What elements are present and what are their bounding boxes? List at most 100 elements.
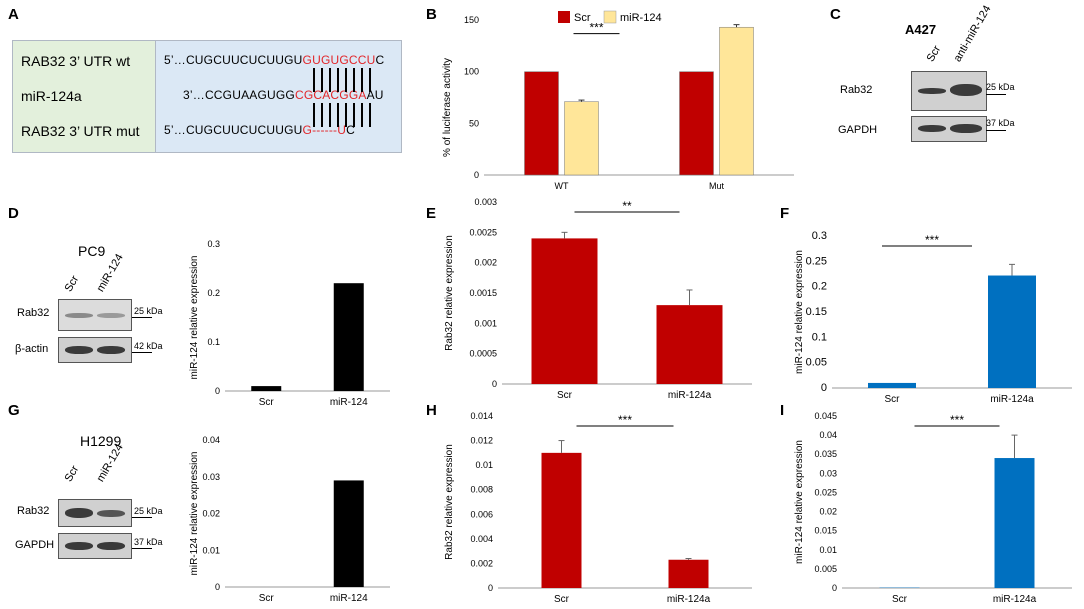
bar	[333, 283, 364, 391]
y-tick-label: 0.012	[470, 436, 493, 446]
y-tick-label: 0.014	[470, 411, 493, 421]
blot-d-kda2: 42 kDa	[134, 341, 163, 351]
mut-seq-suffix: C	[346, 123, 355, 137]
chart-i: 0 0.005 0.01 0.015 0.02 0.025 0.03 0.035 0.04 0.0…	[794, 411, 1072, 605]
panel-label-b: B	[426, 6, 437, 23]
kda-marker-line	[986, 94, 1006, 95]
blot-band	[97, 346, 125, 354]
pair-line	[321, 68, 323, 92]
mut-seq-seed: G------U	[302, 123, 347, 137]
blot-c-rab32	[911, 71, 987, 111]
x-tick-label: miR-124a	[993, 594, 1037, 605]
y-tick-label: 0.025	[814, 487, 837, 497]
y-tick-label: 0.0025	[469, 227, 497, 237]
wt-seq-prefix: 5’…CUGCUUCUCUUGU	[164, 53, 303, 67]
blot-d-lane1: Scr	[62, 273, 82, 294]
pair-line	[329, 103, 331, 127]
pair-line	[313, 103, 315, 127]
y-tick-label: 0.004	[470, 534, 493, 544]
y-tick-label: 0.045	[814, 411, 837, 421]
y-tick-label: 0	[832, 583, 837, 593]
blot-g-title: H1299	[80, 433, 122, 449]
panel-label-f: F	[780, 205, 790, 222]
pair-line	[345, 68, 347, 92]
blot-d-rab32	[58, 299, 132, 331]
significance-label: ***	[589, 21, 603, 35]
blot-g-rab32	[58, 499, 132, 527]
bar	[719, 26, 754, 176]
y-axis-label: miR-124 relative expression	[794, 440, 805, 564]
y-tick-label: 0	[492, 379, 497, 389]
panel-label-c: C	[830, 6, 841, 23]
blot-d-kda1: 25 kDa	[134, 306, 163, 316]
utr-label-column: RAB32 3’ UTR wt miR-124a RAB32 3’ UTR mu…	[13, 41, 156, 152]
wt-seq-suffix: C	[375, 53, 385, 67]
y-tick-label: 0.008	[470, 485, 493, 495]
y-tick-label: 0.02	[202, 509, 220, 519]
y-tick-label: 0.02	[819, 507, 837, 517]
y-tick-label: 0	[215, 582, 220, 592]
panel-label-i: I	[780, 402, 785, 419]
pair-line	[361, 103, 363, 127]
bar	[251, 386, 282, 391]
y-tick-label: 0.2	[207, 288, 220, 298]
blot-band	[97, 542, 125, 550]
pair-line	[369, 103, 371, 127]
bar	[656, 305, 723, 384]
significance-label: **	[622, 199, 632, 213]
blot-c-gapdh	[911, 116, 987, 142]
blot-band	[65, 346, 93, 354]
y-tick-label: 150	[464, 15, 479, 25]
pair-line	[329, 68, 331, 92]
utr-mut-label: RAB32 3’ UTR mut	[21, 123, 140, 139]
blot-g-kda2: 37 kDa	[134, 537, 163, 547]
blot-c-kda1: 25 kDa	[986, 82, 1015, 92]
y-tick-label: 50	[469, 118, 479, 128]
blot-g-row1-label: Rab32	[17, 505, 50, 517]
x-tick-label: Scr	[892, 594, 908, 605]
y-tick-label: 0.0015	[469, 288, 497, 298]
pair-line	[337, 103, 339, 127]
mir-124a-label: miR-124a	[21, 88, 82, 104]
y-tick-label: 0.005	[814, 564, 837, 574]
blot-g-kda1: 25 kDa	[134, 506, 163, 516]
legend-swatch	[603, 10, 617, 24]
legend-swatch	[558, 11, 570, 23]
x-tick-label: miR-124	[330, 593, 368, 604]
y-axis-label: miR-124 relative expression	[189, 452, 200, 576]
utr-wt-label: RAB32 3’ UTR wt	[21, 53, 131, 69]
wt-sequence: 5’…CUGCUUCUCUUGUGUGUGCCUC	[164, 53, 384, 67]
y-tick-label: 0.002	[470, 558, 493, 568]
blot-d-row2-label: β-actin	[15, 343, 49, 355]
blot-d-title: PC9	[78, 243, 106, 259]
kda-marker-line	[132, 548, 152, 549]
chart-b: 0 50 100 150 % of luciferase activity WT Mut Sc…	[442, 10, 794, 191]
blot-c-kda2: 37 kDa	[986, 118, 1015, 128]
y-tick-label: 0.015	[814, 526, 837, 536]
blot-c-row2-label: GAPDH	[838, 124, 878, 136]
y-tick-label: 0.002	[474, 258, 497, 268]
blot-d-actin	[58, 337, 132, 363]
x-tick-label: Mut	[709, 181, 725, 191]
mut-sequence: 5’…CUGCUUCUCUUGUG------UC	[164, 123, 355, 137]
kda-marker-line	[132, 352, 152, 353]
significance-label: ***	[950, 413, 964, 427]
bar	[524, 71, 559, 176]
mir-seq-seed: CGCACGGA	[294, 88, 367, 102]
y-tick-label: 0.003	[474, 197, 497, 207]
kda-marker-line	[132, 317, 152, 318]
blot-g-gapdh	[58, 533, 132, 559]
pair-line	[353, 68, 355, 92]
blot-c-title: A427	[905, 22, 937, 37]
y-tick-label: 0.25	[806, 255, 827, 267]
panel-label-e: E	[426, 205, 437, 222]
blot-g-lane1: Scr	[62, 463, 82, 484]
chart-h: 0 0.002 0.004 0.006 0.008 0.01 0.012 0.014 Rab32…	[444, 411, 752, 605]
bar	[988, 275, 1036, 388]
y-tick-label: 0.01	[819, 545, 837, 555]
bar	[541, 452, 582, 588]
bar	[868, 382, 916, 388]
significance-label: ***	[618, 413, 632, 427]
utr-sequence-box: RAB32 3’ UTR wt miR-124a RAB32 3’ UTR mu…	[12, 40, 402, 153]
y-tick-label: 100	[464, 67, 479, 77]
